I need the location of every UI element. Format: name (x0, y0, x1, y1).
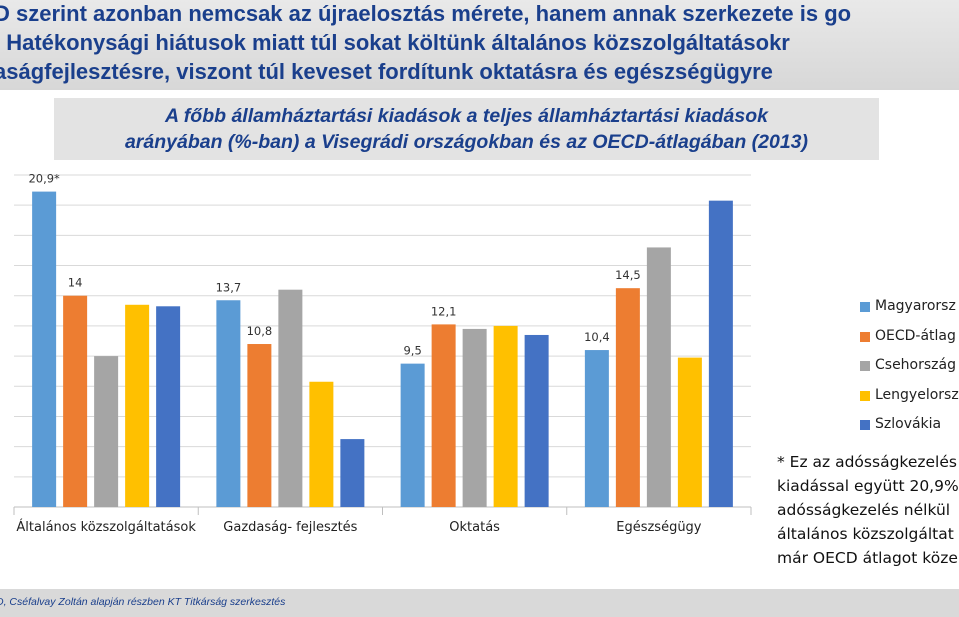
bar-3-4 (493, 325, 518, 507)
bar-2-3 (278, 289, 303, 507)
category-label: Egészségügy (616, 520, 702, 535)
data-label: 14,5 (615, 268, 641, 282)
legend-swatch (860, 361, 870, 371)
bar-4-5 (708, 200, 733, 507)
bar-1-3 (94, 356, 119, 507)
chart-title-line-1: A főbb államháztartási kiadások a teljes… (165, 105, 768, 127)
bar-4-4 (677, 357, 702, 507)
data-label: 9,5 (403, 344, 421, 358)
legend-swatch (860, 420, 870, 430)
data-label: 10,4 (584, 330, 610, 344)
legend-label: Lengyelorsz (875, 386, 959, 403)
bar-1-1 (32, 191, 57, 507)
bar-3-1 (400, 363, 425, 507)
bar-4-3 (646, 247, 671, 507)
footnote-line-1: * Ez az adósságkezelés (777, 453, 957, 471)
data-label: 14 (68, 276, 83, 290)
category-label: Gazdaság- fejlesztés (223, 520, 357, 535)
bar-1-2 (63, 295, 88, 507)
legend-swatch (860, 390, 870, 401)
bar-3-3 (462, 328, 487, 507)
legend-label: Szlovákia (875, 416, 942, 432)
bar-2-4 (309, 381, 334, 507)
footnote: * Ez az adósságkezelés kiadással együtt … (777, 450, 959, 570)
chart-title-line-2: arányában (%-ban) a Visegrádi országokba… (124, 131, 809, 153)
footnote-line-3: adósságkezelés nélkül (777, 501, 951, 519)
legend-label: OECD-átlag (875, 327, 956, 344)
footnote-line-5: már OECD átlagot köze (777, 549, 958, 567)
legend-label: Magyarorsz (875, 298, 956, 314)
header-line-1: D szerint azonban nemcsak az újraelosztá… (0, 1, 852, 26)
bar-3-5 (524, 334, 549, 507)
header-line-2: . Hatékonysági hiátusok miatt túl sokat … (0, 30, 790, 55)
bar-4-1 (584, 350, 609, 507)
bar-2-2 (247, 344, 272, 507)
header-line-3: aságfejlesztésre, viszont túl keveset fo… (0, 59, 773, 84)
category-label: Oktatás (449, 520, 500, 535)
bar-1-4 (125, 304, 150, 507)
legend-swatch (860, 331, 870, 342)
bar-1-5 (156, 306, 181, 507)
data-label: 12,1 (431, 304, 457, 318)
footnote-line-4: általános közszolgáltat (777, 525, 954, 543)
data-label: 20,9* (28, 172, 60, 186)
legend-label: Csehország (875, 357, 956, 373)
category-label: Általános közszolgáltatások (16, 519, 196, 535)
source-footer: D, Cséfalvay Zoltán alapján részben KT T… (0, 589, 959, 617)
bar-2-5 (340, 439, 365, 507)
footnote-line-2: kiadással együtt 20,9% (777, 477, 959, 495)
slide-header: D szerint azonban nemcsak az újraelosztá… (0, 0, 959, 90)
bar-4-2 (615, 288, 640, 507)
bar-2-1 (216, 300, 241, 507)
data-label: 10,8 (247, 324, 273, 338)
bar-3-2 (431, 324, 456, 507)
bar-chart: 20,9* 14 Általános közszolgáltatások 13,7 10… (13, 172, 752, 535)
source-text: D, Cséfalvay Zoltán alapján részben KT T… (0, 596, 286, 608)
data-label: 13,7 (216, 280, 242, 294)
legend-swatch (860, 302, 870, 312)
chart-title: A főbb államháztartási kiadások a teljes… (54, 98, 879, 160)
